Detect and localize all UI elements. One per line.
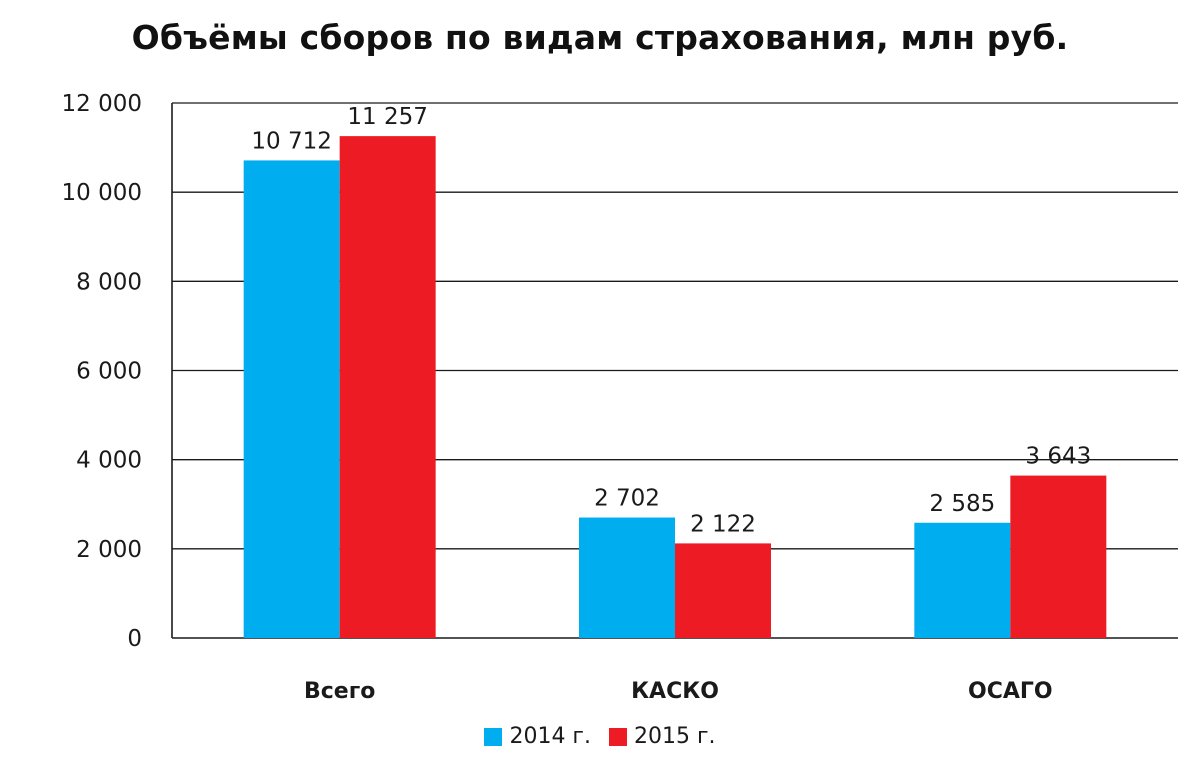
data-labels: 10 712 11 257 2 702 2 122 2 585 3 643 <box>251 104 1091 537</box>
data-label: 10 712 <box>251 128 331 154</box>
category-label: Всего <box>304 679 375 704</box>
category-label: КАСКО <box>631 679 719 704</box>
chart-title: Объёмы сборов по видам страхования, млн … <box>131 18 1069 57</box>
data-label: 2 702 <box>594 486 660 512</box>
y-tick-label: 4 000 <box>76 448 142 474</box>
data-label: 2 122 <box>690 511 756 537</box>
y-tick-label: 2 000 <box>76 537 142 563</box>
y-tick-label: 0 <box>127 626 142 652</box>
legend-swatch-2014 <box>484 727 503 746</box>
category-label: ОСАГО <box>968 679 1053 704</box>
bar-2014 <box>914 522 1011 638</box>
legend-item-2015: 2015 г. <box>609 724 716 749</box>
legend: 2014 г. 2015 г. <box>0 724 1200 749</box>
data-label: 2 585 <box>929 491 995 517</box>
bar-2015 <box>1010 475 1107 638</box>
bar-2014 <box>579 517 675 638</box>
y-tick-label: 12 000 <box>62 91 142 117</box>
legend-label-2015: 2015 г. <box>634 724 716 749</box>
bar-2015 <box>675 543 771 638</box>
y-axis-tick-labels: 0 2 000 4 000 6 000 8 000 10 000 12 000 <box>62 91 142 652</box>
legend-item-2014: 2014 г. <box>484 724 591 749</box>
bars <box>243 136 1107 638</box>
legend-swatch-2015 <box>609 727 627 746</box>
legend-label-2014: 2014 г. <box>509 724 591 749</box>
y-tick-label: 10 000 <box>62 180 142 206</box>
bar-2015 <box>339 136 436 638</box>
y-tick-label: 6 000 <box>76 359 142 385</box>
bar-2014 <box>243 160 340 638</box>
y-tick-label: 8 000 <box>76 269 142 295</box>
x-axis-category-labels: Всего КАСКО ОСАГО <box>304 679 1053 704</box>
data-label: 3 643 <box>1025 444 1091 470</box>
data-label: 11 257 <box>347 104 427 130</box>
